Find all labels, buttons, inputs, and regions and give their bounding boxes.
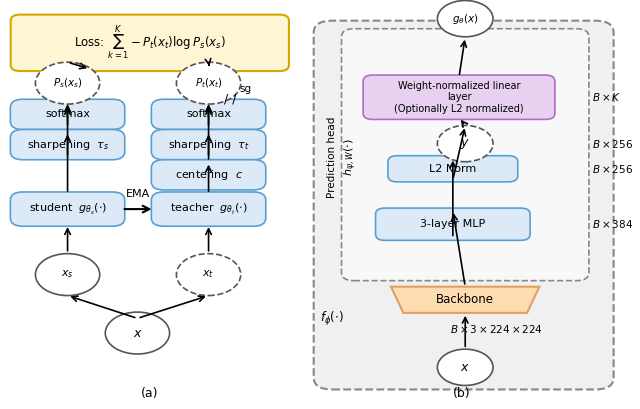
Circle shape	[106, 312, 170, 354]
Circle shape	[35, 62, 100, 104]
FancyBboxPatch shape	[342, 29, 589, 281]
Text: teacher  $g_{\theta_t}(\cdot)$: teacher $g_{\theta_t}(\cdot)$	[170, 202, 247, 217]
Text: $B \times 3 \times 224 \times 224$: $B \times 3 \times 224 \times 224$	[450, 323, 543, 335]
Text: $B \times 256$: $B \times 256$	[592, 137, 633, 150]
FancyBboxPatch shape	[10, 192, 125, 226]
FancyBboxPatch shape	[11, 15, 289, 71]
Text: $h_{\psi,W}(\cdot)$: $h_{\psi,W}(\cdot)$	[342, 139, 359, 176]
Text: $P_t(x_t)$: $P_t(x_t)$	[195, 76, 223, 90]
Text: Weight-normalized linear
layer
(Optionally L2 normalized): Weight-normalized linear layer (Optional…	[394, 81, 524, 114]
Text: $B \times 384$: $B \times 384$	[592, 218, 633, 230]
Circle shape	[177, 254, 241, 296]
Text: $x_s$: $x_s$	[61, 269, 74, 281]
Text: EMA: EMA	[126, 189, 150, 199]
FancyBboxPatch shape	[10, 99, 125, 130]
Text: student  $g_{\theta_s}(\cdot)$: student $g_{\theta_s}(\cdot)$	[29, 202, 107, 217]
Text: $P_s(x_s)$: $P_s(x_s)$	[52, 76, 83, 90]
Text: sharpening  $\tau_t$: sharpening $\tau_t$	[168, 137, 250, 152]
Text: $y$: $y$	[460, 137, 470, 151]
Circle shape	[437, 0, 493, 37]
Text: $x_t$: $x_t$	[202, 269, 214, 281]
Text: softmax: softmax	[45, 109, 90, 119]
Text: $B \times K$: $B \times K$	[592, 91, 621, 103]
Text: sg: sg	[239, 83, 252, 94]
Text: $x$: $x$	[460, 361, 470, 374]
Circle shape	[437, 349, 493, 385]
Circle shape	[35, 254, 100, 296]
FancyBboxPatch shape	[151, 130, 266, 160]
Text: (b): (b)	[453, 387, 471, 400]
FancyBboxPatch shape	[10, 130, 125, 160]
FancyBboxPatch shape	[363, 75, 555, 119]
Text: 3-layer MLP: 3-layer MLP	[420, 219, 486, 229]
FancyBboxPatch shape	[314, 21, 614, 389]
FancyBboxPatch shape	[151, 99, 266, 130]
Text: Backbone: Backbone	[436, 293, 494, 306]
Polygon shape	[391, 287, 540, 313]
Text: (a): (a)	[141, 387, 159, 400]
FancyBboxPatch shape	[388, 156, 518, 182]
Circle shape	[437, 126, 493, 162]
FancyBboxPatch shape	[151, 192, 266, 226]
Text: $g_\theta(x)$: $g_\theta(x)$	[452, 11, 479, 26]
Text: $x$: $x$	[132, 326, 142, 339]
Text: softmax: softmax	[186, 109, 231, 119]
Text: Loss: $\sum_{k=1}^{K} -P_t(x_t)\log P_s(x_s)$: Loss: $\sum_{k=1}^{K} -P_t(x_t)\log P_s(…	[74, 24, 226, 62]
Text: sharpening  $\tau_s$: sharpening $\tau_s$	[26, 137, 109, 152]
FancyBboxPatch shape	[376, 208, 530, 240]
Text: / /: / /	[224, 92, 237, 105]
Circle shape	[177, 62, 241, 104]
Text: $f_\phi(\cdot)$: $f_\phi(\cdot)$	[321, 310, 344, 328]
FancyBboxPatch shape	[151, 160, 266, 190]
Text: centering  $c$: centering $c$	[175, 168, 243, 182]
Text: L2 Norm: L2 Norm	[429, 164, 476, 174]
Text: $B \times 256$: $B \times 256$	[592, 163, 633, 175]
Text: Prediction head: Prediction head	[327, 117, 337, 198]
